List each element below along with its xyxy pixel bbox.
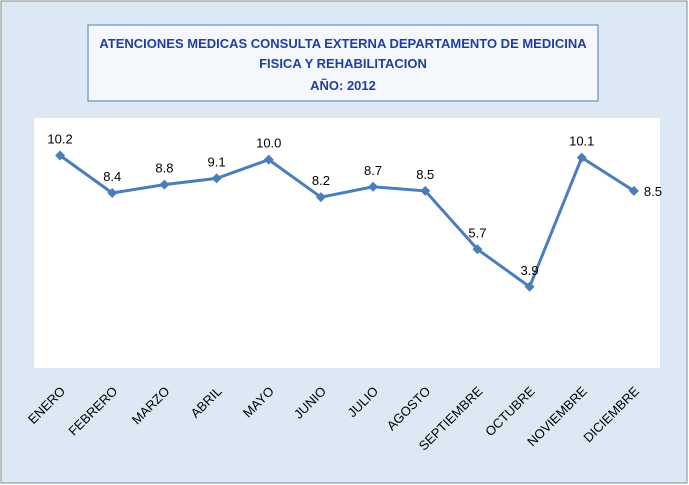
data-point [524,281,535,292]
data-label: 8.4 [103,169,121,184]
data-point [159,179,170,190]
title-box [87,24,599,102]
data-point [420,185,431,196]
data-point [55,150,66,161]
data-label: 9.1 [208,154,226,169]
data-point [576,152,587,163]
data-label: 5.7 [468,225,486,240]
data-label: 8.5 [644,184,662,199]
data-label: 10.0 [256,136,281,151]
data-label: 10.1 [569,134,594,149]
data-point [107,188,118,198]
data-point [211,173,222,184]
chart-subtitle: AÑO: 2012 [310,78,376,93]
chart-title: FISICA Y REHABILITACION [259,56,427,71]
data-point [263,154,274,165]
data-label: 8.7 [364,163,382,178]
chart-title: ATENCIONES MEDICAS CONSULTA EXTERNA DEPA… [99,36,587,51]
data-point [628,185,639,196]
plot-area [34,118,660,368]
data-point [315,192,326,203]
data-point [472,244,483,255]
data-label: 8.2 [312,173,330,188]
data-label: 8.8 [155,161,173,176]
data-line [59,154,635,290]
data-label: 8.5 [416,167,434,182]
data-label: 3.9 [521,263,539,278]
data-point [368,181,379,192]
data-label: 10.2 [47,132,72,147]
